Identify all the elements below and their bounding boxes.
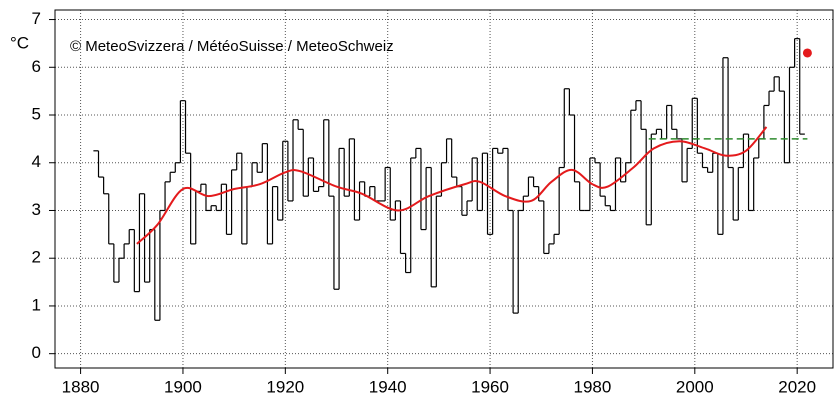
plot-frame [54,9,834,369]
y-tick-label: 5 [32,104,41,123]
point [802,48,812,58]
x-tick-label: 1960 [471,377,509,396]
x-tick-label: 2000 [676,377,714,396]
x-tick-label: 2020 [778,377,816,396]
y-axis-label: °C [10,33,29,52]
y-tick-label: 4 [32,152,41,171]
annotation: © MeteoSvizzera / MétéoSuisse / MeteoSch… [70,38,394,55]
x-tick-label: 1980 [574,377,612,396]
x-tick-label: 1940 [369,377,407,396]
smooth-line [136,126,768,245]
y-tick-label: 6 [32,57,41,76]
y-tick-label: 7 [32,9,41,28]
x-tick-label: 1900 [164,377,202,396]
y-tick-label: 1 [32,295,41,314]
x-tick-label: 1920 [266,377,304,396]
y-tick-label: 3 [32,200,41,219]
x-tick-label: 1880 [62,377,100,396]
y-tick-label: 2 [32,248,41,267]
y-tick-label: 0 [32,343,41,362]
